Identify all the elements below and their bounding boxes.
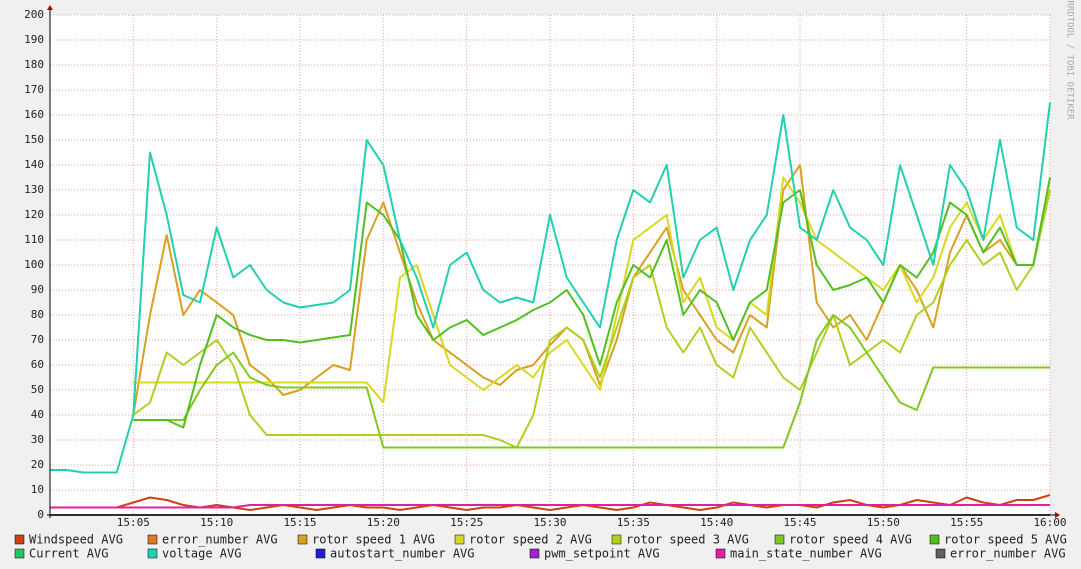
legend-label: main_state_number AVG — [730, 547, 882, 561]
y-tick-label: 200 — [24, 8, 44, 21]
legend-swatch — [929, 534, 940, 545]
y-tick-label: 140 — [24, 158, 44, 171]
y-tick-label: 30 — [31, 433, 44, 446]
legend-label: pwm_setpoint AVG — [544, 547, 660, 561]
legend-swatch — [611, 534, 622, 545]
legend-swatch — [147, 548, 158, 559]
legend-label: Windspeed AVG — [29, 533, 123, 547]
x-tick-label: 15:50 — [867, 516, 900, 529]
axis-arrow — [47, 5, 53, 10]
y-tick-label: 130 — [24, 183, 44, 196]
y-tick-label: 60 — [31, 358, 44, 371]
y-tick-label: 40 — [31, 408, 44, 421]
legend-label: rotor speed 4 AVG — [789, 533, 912, 547]
y-tick-label: 160 — [24, 108, 44, 121]
y-tick-label: 120 — [24, 208, 44, 221]
legend-swatch — [315, 548, 326, 559]
series-line — [132, 189, 1051, 449]
legend-swatch — [935, 548, 946, 559]
x-tick-label: 15:30 — [533, 516, 566, 529]
y-tick-label: 170 — [24, 83, 44, 96]
y-tick-label: 180 — [24, 58, 44, 71]
legend-label: error_number AVG — [162, 533, 278, 547]
legend-label: Current AVG — [29, 547, 108, 561]
x-tick-label: 15:10 — [200, 516, 233, 529]
legend-label: voltage AVG — [162, 547, 241, 561]
series-line — [50, 504, 1050, 509]
legend-swatch — [529, 548, 540, 559]
y-tick-label: 70 — [31, 333, 44, 346]
legend-swatch — [297, 534, 308, 545]
legend-swatch — [14, 548, 25, 559]
y-tick-label: 10 — [31, 483, 44, 496]
legend-label: autostart_number AVG — [330, 547, 475, 561]
x-tick-label: 15:45 — [783, 516, 816, 529]
x-tick-label: 15:35 — [617, 516, 650, 529]
legend-label: rotor speed 2 AVG — [469, 533, 592, 547]
legend-label: rotor speed 1 AVG — [312, 533, 435, 547]
legend-swatch — [715, 548, 726, 559]
x-tick-label: 16:00 — [1033, 516, 1066, 529]
x-tick-label: 15:20 — [367, 516, 400, 529]
legend-swatch — [14, 534, 25, 545]
y-tick-label: 90 — [31, 283, 44, 296]
x-tick-label: 15:05 — [117, 516, 150, 529]
legend-label: error_number AVG — [950, 547, 1066, 561]
series-line — [50, 494, 1051, 511]
legend-swatch — [147, 534, 158, 545]
y-tick-label: 0 — [37, 508, 44, 521]
legend-label: rotor speed 3 AVG — [626, 533, 749, 547]
y-tick-label: 100 — [24, 258, 44, 271]
axis-arrow — [1055, 512, 1060, 518]
series-line — [133, 314, 1050, 449]
y-tick-label: 110 — [24, 233, 44, 246]
legend-swatch — [454, 534, 465, 545]
x-tick-label: 15:15 — [283, 516, 316, 529]
x-tick-label: 15:40 — [700, 516, 733, 529]
x-tick-label: 15:55 — [950, 516, 983, 529]
legend-label: rotor speed 5 AVG — [944, 533, 1067, 547]
y-tick-label: 150 — [24, 133, 44, 146]
watermark: RRDTOOL / TOBI OETIKER — [1065, 0, 1075, 120]
y-tick-label: 50 — [31, 383, 44, 396]
x-tick-label: 15:25 — [450, 516, 483, 529]
series-line — [133, 177, 1051, 429]
legend-swatch — [774, 534, 785, 545]
y-tick-label: 190 — [24, 33, 44, 46]
y-tick-label: 80 — [31, 308, 44, 321]
series-line — [50, 102, 1051, 474]
y-tick-label: 20 — [31, 458, 44, 471]
